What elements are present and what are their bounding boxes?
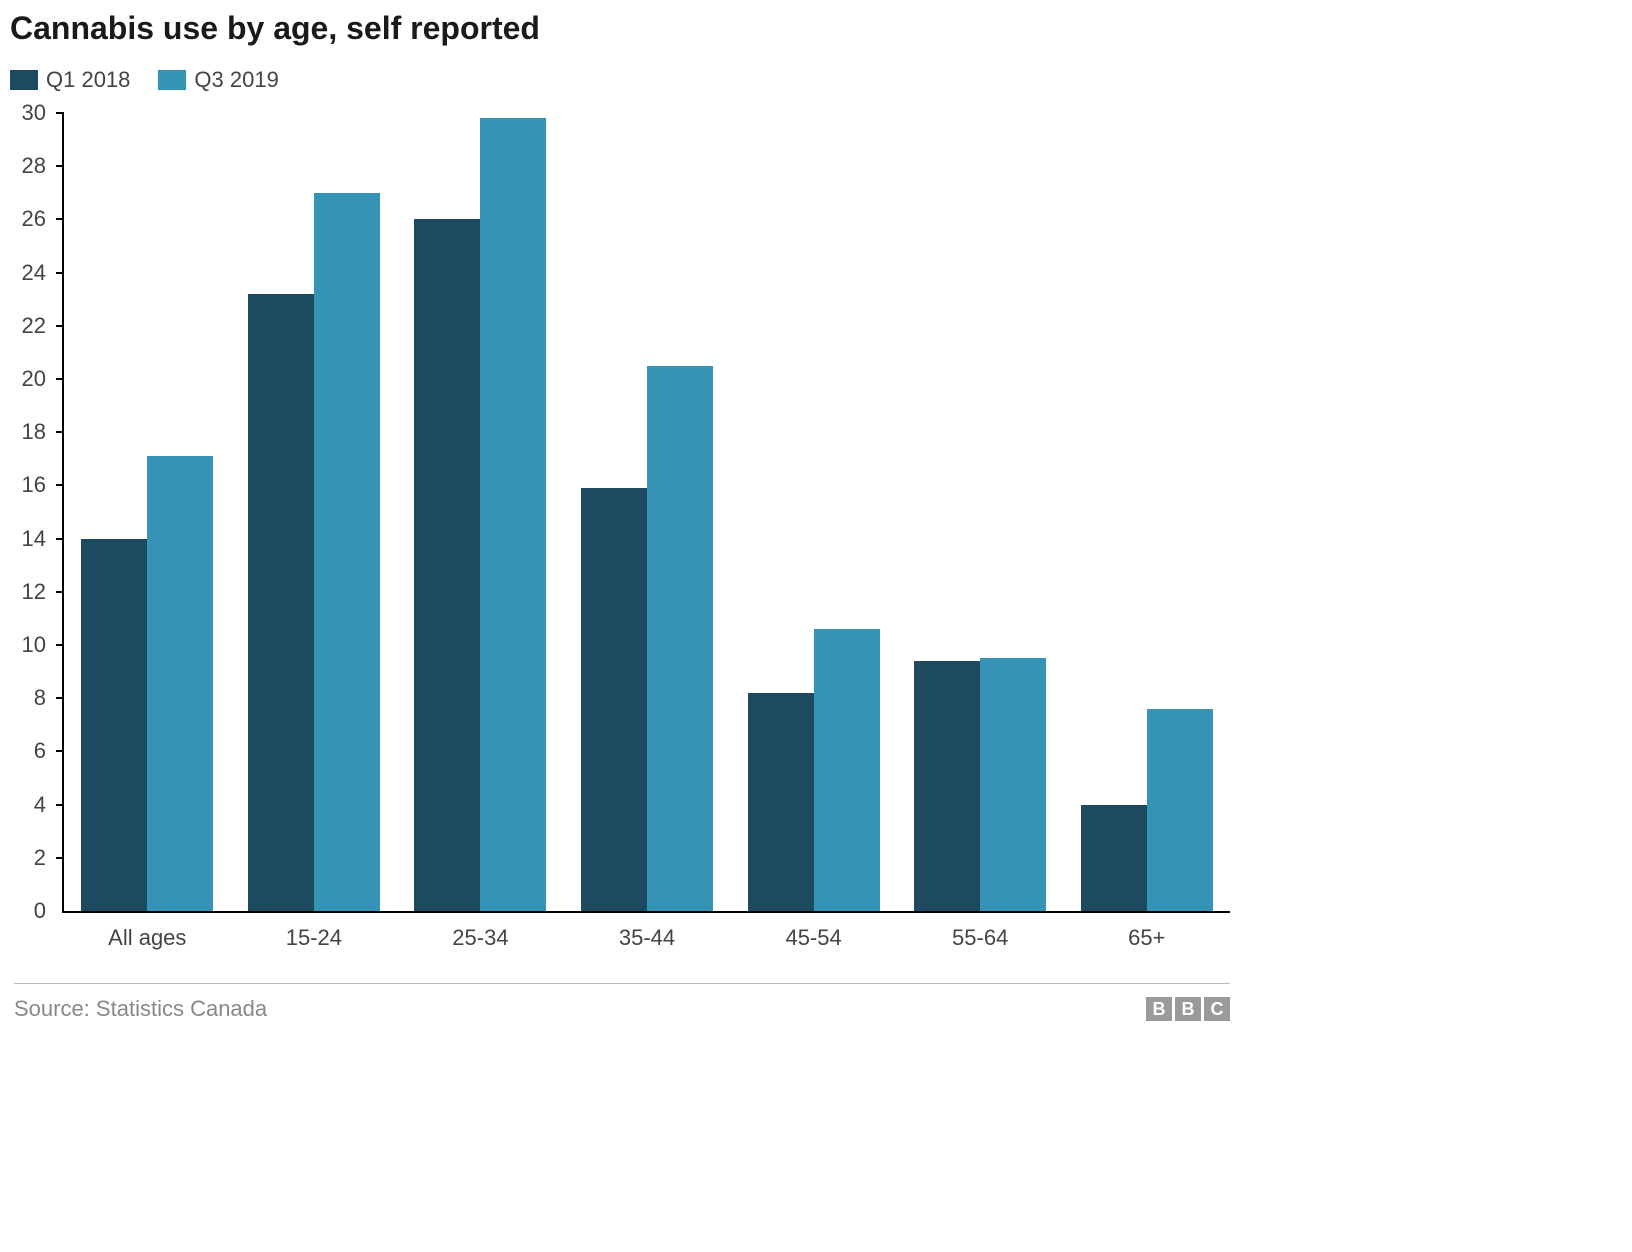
- bar-series-1: [980, 658, 1046, 911]
- bar-series-0: [248, 294, 314, 911]
- y-tick-mark: [56, 272, 64, 274]
- y-tick-label: 28: [22, 153, 46, 179]
- x-tick-label: 25-34: [452, 925, 508, 951]
- y-tick-mark: [56, 165, 64, 167]
- chart-area: All ages15-2425-3435-4445-5455-6465+ 024…: [50, 113, 1230, 913]
- bar-series-1: [1147, 709, 1213, 911]
- bar-series-0: [81, 539, 147, 911]
- y-tick-mark: [56, 112, 64, 114]
- legend-item-1: Q3 2019: [158, 67, 278, 93]
- legend-label-0: Q1 2018: [46, 67, 130, 93]
- bbc-logo-letter-2: C: [1204, 997, 1230, 1021]
- y-tick-label: 22: [22, 313, 46, 339]
- y-tick-mark: [56, 431, 64, 433]
- y-tick-mark: [56, 591, 64, 593]
- chart-container: Cannabis use by age, self reported Q1 20…: [0, 0, 1240, 1022]
- legend-swatch-0: [10, 70, 38, 90]
- bar-series-0: [914, 661, 980, 911]
- x-tick-label: 65+: [1128, 925, 1165, 951]
- y-tick-label: 18: [22, 419, 46, 445]
- bar-series-0: [1081, 805, 1147, 911]
- bar-series-0: [748, 693, 814, 911]
- category-group: 35-44: [564, 113, 731, 911]
- x-tick-label: 55-64: [952, 925, 1008, 951]
- y-tick-label: 16: [22, 472, 46, 498]
- category-group: All ages: [64, 113, 231, 911]
- category-group: 15-24: [231, 113, 398, 911]
- y-tick-mark: [56, 804, 64, 806]
- source-text: Source: Statistics Canada: [14, 996, 267, 1022]
- y-tick-mark: [56, 325, 64, 327]
- legend-swatch-1: [158, 70, 186, 90]
- y-tick-mark: [56, 378, 64, 380]
- y-tick-mark: [56, 697, 64, 699]
- bbc-logo: B B C: [1146, 997, 1230, 1021]
- y-tick-label: 2: [34, 845, 46, 871]
- bar-series-1: [814, 629, 880, 911]
- x-tick-label: 35-44: [619, 925, 675, 951]
- y-tick-mark: [56, 538, 64, 540]
- x-tick-label: 15-24: [286, 925, 342, 951]
- y-tick-mark: [56, 857, 64, 859]
- legend: Q1 2018 Q3 2019: [10, 67, 1240, 93]
- bbc-logo-letter-0: B: [1146, 997, 1172, 1021]
- y-tick-mark: [56, 750, 64, 752]
- y-tick-label: 6: [34, 738, 46, 764]
- x-tick-label: All ages: [108, 925, 186, 951]
- category-group: 55-64: [897, 113, 1064, 911]
- chart-footer: Source: Statistics Canada B B C: [14, 983, 1230, 1022]
- y-tick-label: 12: [22, 579, 46, 605]
- category-group: 65+: [1063, 113, 1230, 911]
- bar-series-1: [647, 366, 713, 911]
- category-group: 45-54: [730, 113, 897, 911]
- y-tick-mark: [56, 218, 64, 220]
- y-tick-mark: [56, 644, 64, 646]
- bar-series-0: [581, 488, 647, 911]
- y-tick-label: 24: [22, 260, 46, 286]
- legend-item-0: Q1 2018: [10, 67, 130, 93]
- category-group: 25-34: [397, 113, 564, 911]
- bar-series-1: [314, 193, 380, 911]
- bar-series-1: [480, 118, 546, 911]
- legend-label-1: Q3 2019: [194, 67, 278, 93]
- y-tick-label: 8: [34, 685, 46, 711]
- bars-row: All ages15-2425-3435-4445-5455-6465+: [64, 113, 1230, 911]
- y-tick-label: 26: [22, 206, 46, 232]
- plot-region: All ages15-2425-3435-4445-5455-6465+ 024…: [62, 113, 1230, 913]
- bar-series-0: [414, 219, 480, 911]
- chart-title: Cannabis use by age, self reported: [10, 10, 1240, 47]
- y-tick-mark: [56, 484, 64, 486]
- y-tick-label: 14: [22, 526, 46, 552]
- y-tick-label: 0: [34, 898, 46, 924]
- x-tick-label: 45-54: [785, 925, 841, 951]
- bbc-logo-letter-1: B: [1175, 997, 1201, 1021]
- y-tick-label: 4: [34, 792, 46, 818]
- y-tick-label: 20: [22, 366, 46, 392]
- y-tick-label: 30: [22, 100, 46, 126]
- bar-series-1: [147, 456, 213, 911]
- y-tick-label: 10: [22, 632, 46, 658]
